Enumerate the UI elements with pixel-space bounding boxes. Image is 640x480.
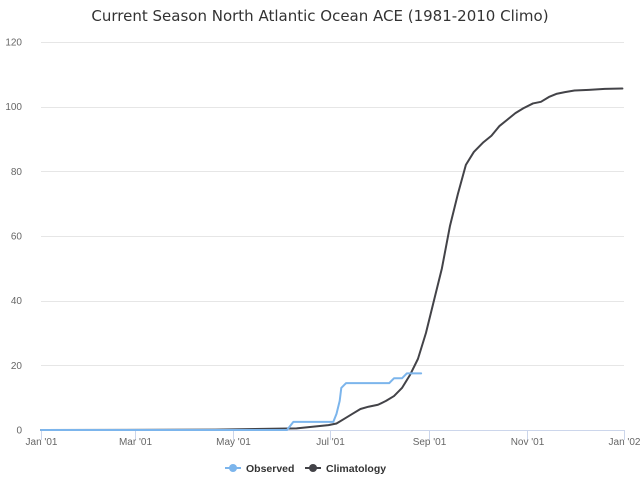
y-tick-label: 0 [16,426,22,437]
series-line-climatology[interactable] [40,87,624,431]
x-tick-label: Mar '01 [119,437,152,448]
y-tick-label: 120 [5,38,22,49]
legend-marker [309,464,317,472]
chart-title: Current Season North Atlantic Ocean ACE … [91,7,548,25]
x-tick-label: May '01 [216,437,251,448]
x-tick-label: Jan '02 [609,437,640,448]
legend-marker [229,464,237,472]
grid-layer [41,42,624,366]
y-tick-label: 60 [11,232,23,243]
legend-label: Climatology [326,463,386,475]
x-tick-label: Sep '01 [413,437,447,448]
legend-item-climatology[interactable]: Climatology [305,463,386,475]
legend-label: Observed [246,463,294,475]
y-tick-label: 40 [11,296,23,307]
x-tick-label: Nov '01 [511,437,545,448]
series-layer [40,87,624,431]
legend: Observed Climatology [225,463,386,475]
legend-item-observed[interactable]: Observed [225,463,294,475]
y-tick-label: 100 [5,102,22,113]
series-line-observed[interactable] [40,372,423,431]
x-tick-label: Jan '01 [26,437,58,448]
y-tick-label: 80 [11,167,23,178]
x-tick-label: Jul '01 [316,437,345,448]
y-tick-label: 20 [11,361,23,372]
